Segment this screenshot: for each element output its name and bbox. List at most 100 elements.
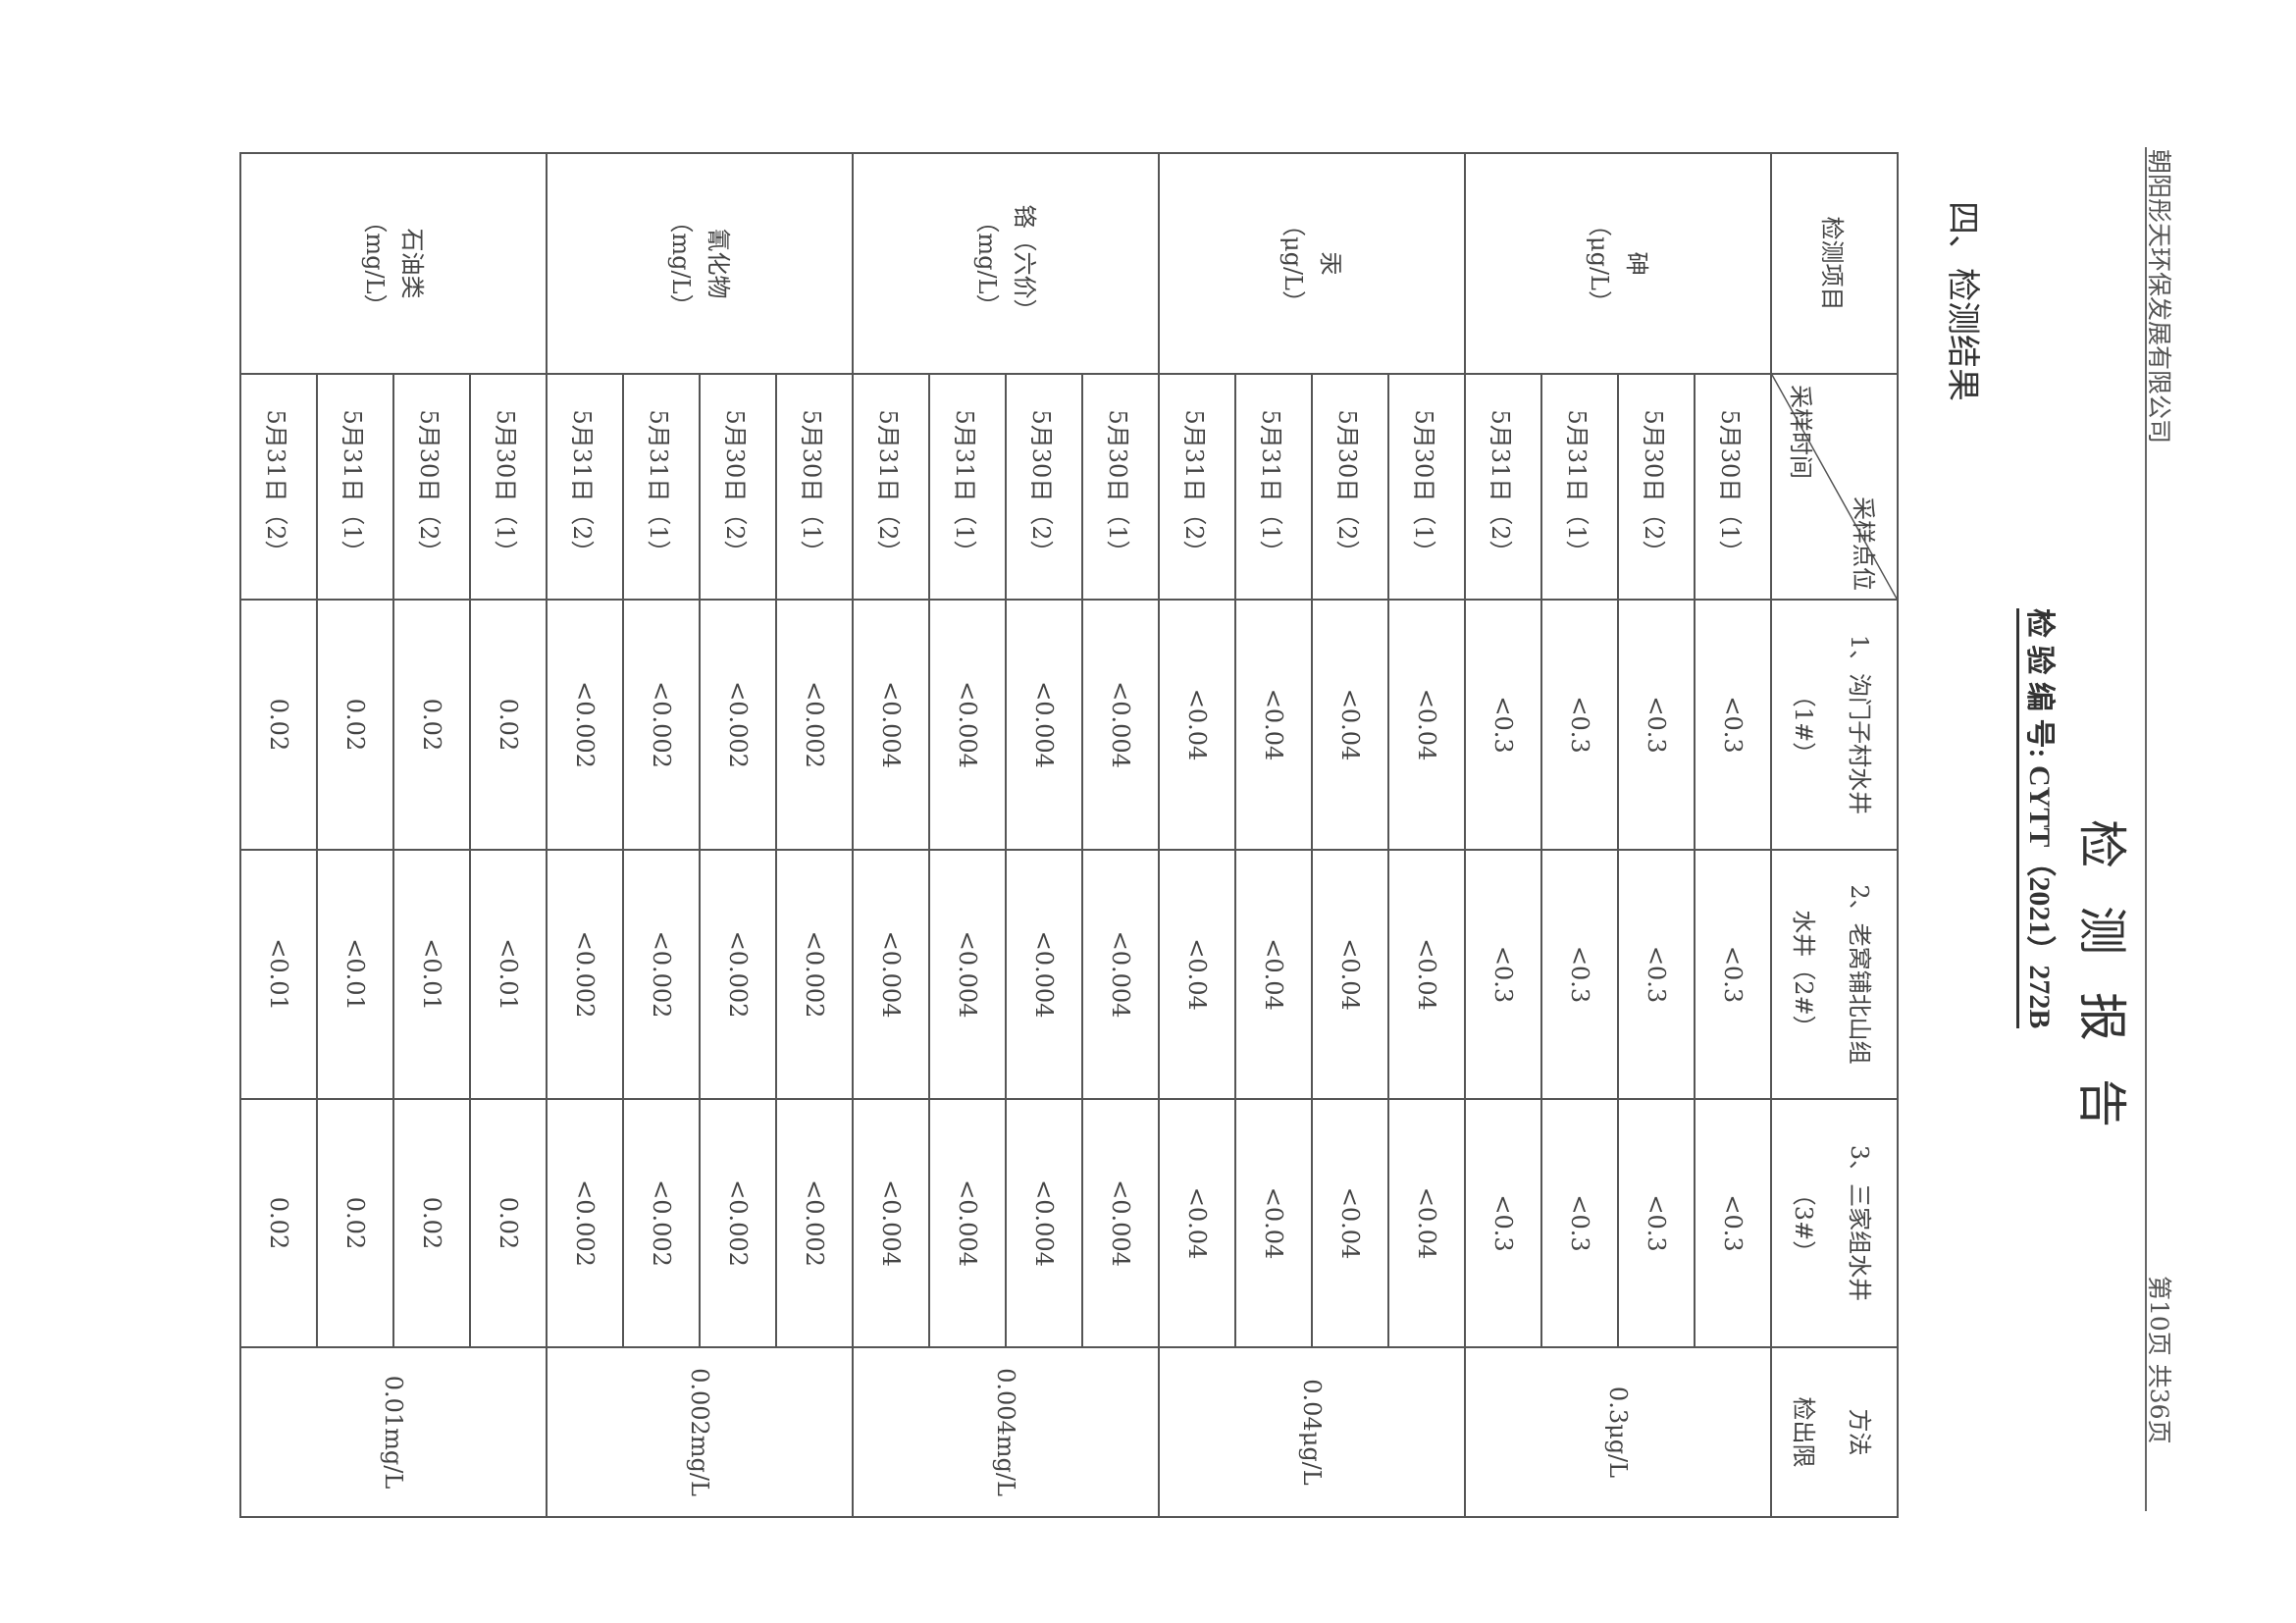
result-value: <0.002	[623, 850, 700, 1099]
sample-time: 5月31日（1）	[1235, 374, 1312, 600]
item-name: 铬（六价）	[1011, 204, 1039, 323]
method-label: 方法	[1846, 1408, 1874, 1456]
detection-limit: 0.3μg/L	[1465, 1347, 1771, 1517]
site-header-2: 2、老窝铺北山组 水井（2#）	[1771, 850, 1898, 1099]
result-value: 0.02	[317, 1099, 393, 1347]
result-value: <0.3	[1618, 600, 1695, 850]
sample-time: 5月31日（2）	[547, 374, 623, 600]
result-value: <0.04	[1159, 1099, 1235, 1347]
result-value: <0.01	[240, 850, 317, 1099]
result-value: <0.002	[547, 600, 623, 850]
test-item: 汞 （μg/L）	[1159, 153, 1465, 374]
item-name: 汞	[1317, 251, 1345, 276]
detection-limit-label: 检出限	[1790, 1396, 1818, 1468]
result-value: <0.3	[1618, 1099, 1695, 1347]
table-row: 铬（六价） （mg/L） 5月30日（1） <0.004 <0.004 <0.004 0.0…	[853, 153, 1159, 1517]
result-value: <0.002	[547, 1099, 623, 1347]
detection-limit: 0.01mg/L	[240, 1347, 547, 1517]
item-unit: （μg/L）	[1279, 213, 1307, 314]
site-name: 1、沟门子村水井	[1846, 634, 1874, 815]
site-header-3: 3、三家组水井 （3#）	[1771, 1099, 1898, 1347]
result-value: <0.01	[393, 850, 470, 1099]
result-value: 0.02	[240, 1099, 317, 1347]
sample-time: 5月31日（1）	[1541, 374, 1618, 600]
header-divider	[2145, 147, 2147, 1511]
result-value: <0.004	[1006, 1099, 1082, 1347]
result-value: <0.3	[1465, 850, 1541, 1099]
site-code: （1#）	[1790, 683, 1818, 766]
time-label: 采样时间	[1787, 385, 1814, 479]
detection-limit: 0.04μg/L	[1159, 1347, 1465, 1517]
result-value: <0.002	[700, 850, 776, 1099]
sample-time: 5月30日（2）	[1312, 374, 1388, 600]
test-item: 石油类 （mg/L）	[240, 153, 547, 374]
item-header: 检测项目	[1771, 153, 1898, 374]
result-value: <0.002	[547, 850, 623, 1099]
result-value: 0.02	[317, 600, 393, 850]
result-value: <0.002	[776, 850, 853, 1099]
sample-time: 5月30日（1）	[1695, 374, 1771, 600]
item-name: 氰化物	[704, 228, 733, 299]
site-name: 2、老窝铺北山组	[1846, 884, 1874, 1065]
result-value: <0.04	[1312, 1099, 1388, 1347]
result-value: <0.004	[929, 1099, 1006, 1347]
result-value: <0.3	[1465, 1099, 1541, 1347]
result-value: <0.04	[1235, 1099, 1312, 1347]
sample-time: 5月31日（2）	[1465, 374, 1541, 600]
result-value: <0.002	[623, 600, 700, 850]
test-item: 砷 （μg/L）	[1465, 153, 1771, 374]
sample-time: 5月30日（1）	[776, 374, 853, 600]
result-value: <0.3	[1695, 850, 1771, 1099]
result-value: <0.002	[700, 1099, 776, 1347]
test-item: 氰化物 （mg/L）	[547, 153, 853, 374]
section-title: 四、检测结果	[1943, 201, 1982, 401]
sample-time: 5月30日（2）	[700, 374, 776, 600]
sample-time: 5月30日（1）	[1388, 374, 1465, 600]
result-value: <0.04	[1159, 850, 1235, 1099]
sample-time: 5月30日（2）	[1006, 374, 1082, 600]
sample-time: 5月31日（1）	[317, 374, 393, 600]
result-value: <0.04	[1388, 600, 1465, 850]
result-value: <0.004	[1006, 850, 1082, 1099]
sample-time: 5月30日（1）	[470, 374, 547, 600]
table-header-row: 检测项目 采样点位 采样时间 1、沟门子村水井 （1#） 2、老窝铺北山组 水井（2…	[1771, 153, 1898, 1517]
sample-time: 5月31日（1）	[929, 374, 1006, 600]
result-value: <0.04	[1312, 600, 1388, 850]
site-code: 水井（2#）	[1790, 910, 1818, 1039]
result-value: 0.02	[240, 600, 317, 850]
result-value: <0.01	[470, 850, 547, 1099]
result-value: <0.04	[1159, 600, 1235, 850]
sample-time: 5月31日（2）	[1159, 374, 1235, 600]
result-value: <0.004	[853, 850, 929, 1099]
result-value: <0.04	[1388, 1099, 1465, 1347]
item-unit: （mg/L）	[973, 209, 1001, 318]
result-value: <0.3	[1695, 1099, 1771, 1347]
sample-time: 5月31日（1）	[623, 374, 700, 600]
result-value: 0.02	[393, 1099, 470, 1347]
result-value: <0.004	[929, 850, 1006, 1099]
result-value: <0.004	[1006, 600, 1082, 850]
detection-limit: 0.004mg/L	[853, 1347, 1159, 1517]
sample-time: 5月31日（2）	[853, 374, 929, 600]
report-title: 检测报告	[2073, 819, 2130, 1165]
result-value: <0.3	[1541, 600, 1618, 850]
result-value: <0.004	[1082, 1099, 1159, 1347]
table-row: 石油类 （mg/L） 5月30日（1） 0.02 <0.01 0.02 0.01mg/L	[240, 153, 547, 1517]
result-value: <0.01	[317, 850, 393, 1099]
result-value: <0.04	[1235, 600, 1312, 850]
result-value: <0.002	[700, 600, 776, 850]
result-value: 0.02	[393, 600, 470, 850]
result-value: 0.02	[470, 600, 547, 850]
diagonal-line	[1772, 375, 1897, 599]
table-row: 汞（μg/L） 5月30日（1） <0.04 <0.04 <0.04 0.04μg/L	[1159, 153, 1465, 1517]
result-value: <0.004	[1082, 850, 1159, 1099]
page-number: 第10页 共36页	[2145, 1276, 2173, 1444]
method-header: 方法 检出限	[1771, 1347, 1898, 1517]
result-value: <0.002	[776, 1099, 853, 1347]
result-value: <0.002	[776, 600, 853, 850]
table-row: 氰化物 （mg/L） 5月30日（1） <0.002 <0.002 <0.002 0.002…	[547, 153, 853, 1517]
item-unit: （mg/L）	[361, 209, 389, 318]
item-unit: （mg/L）	[667, 209, 695, 318]
table-row: 砷（μg/L） 5月30日（1） <0.3 <0.3 <0.3 0.3μg/L	[1465, 153, 1771, 1517]
